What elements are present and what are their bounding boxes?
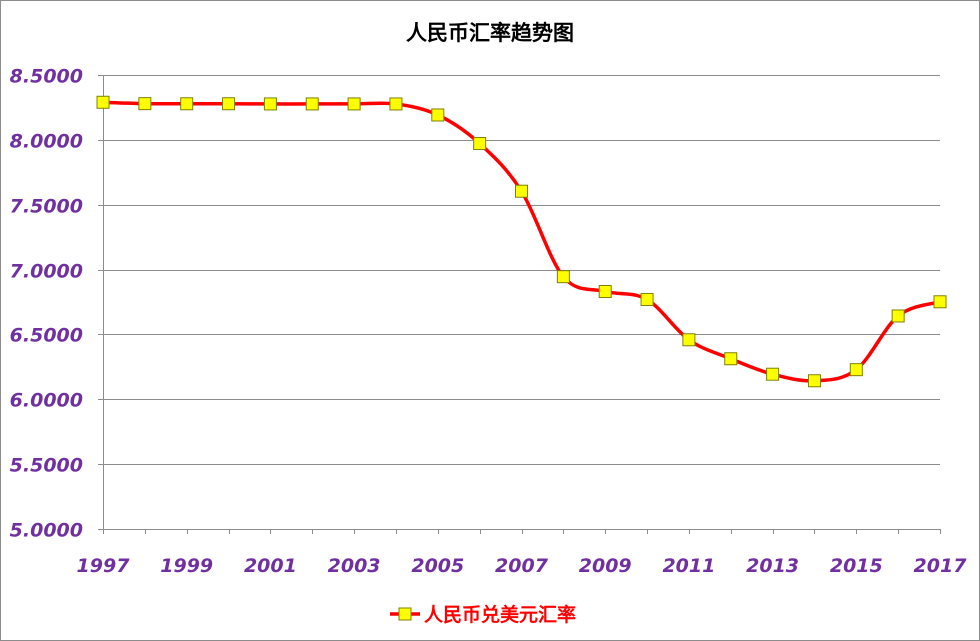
data-point-1998 [138, 97, 152, 111]
data-point-2004 [389, 97, 403, 111]
legend: 人民币兑美元汇率 [390, 603, 576, 626]
data-point-2009 [598, 284, 612, 298]
y-tick-label: 8.0000 [10, 131, 83, 153]
chart-title: 人民币汇率趋势图 [406, 21, 574, 45]
y-tick-label: 6.5000 [10, 325, 83, 347]
y-axis-tick-labels: 8.5000 8.0000 7.5000 7.0000 6.5000 6.0000 5.50… [10, 66, 83, 542]
data-point-2007 [515, 184, 528, 198]
axes [98, 75, 941, 534]
x-tick-label: 2015 [830, 555, 883, 577]
data-point-2001 [263, 97, 277, 111]
data-point-1997 [96, 95, 110, 109]
data-point-2017 [933, 295, 947, 309]
x-tick-label: 2001 [244, 555, 297, 577]
y-tick-label: 8.5000 [10, 66, 83, 88]
x-tick-label: 2017 [914, 555, 968, 577]
data-point-2003 [347, 97, 361, 111]
data-point-2013 [766, 367, 780, 381]
x-tick-label: 2007 [495, 555, 549, 577]
data-point-2000 [222, 97, 236, 111]
x-tick-label: 2011 [662, 555, 715, 577]
series-line [101, 100, 942, 383]
x-tick-label: 1999 [160, 555, 213, 577]
series-line-group [101, 100, 942, 383]
data-point-2015 [849, 363, 863, 377]
data-point-2012 [724, 352, 738, 366]
x-tick-label: 2013 [746, 555, 799, 577]
legend-marker-swatch [398, 607, 412, 621]
x-tick-label: 2003 [328, 555, 381, 577]
data-point-2006 [473, 137, 487, 151]
series-markers [96, 95, 947, 388]
data-point-2010 [640, 292, 654, 306]
x-tick-label: 2005 [411, 555, 464, 577]
y-tick-label: 7.0000 [10, 261, 83, 283]
data-point-2008 [556, 270, 570, 284]
x-tick-label: 1997 [77, 555, 131, 577]
data-point-2011 [682, 333, 696, 347]
data-point-2016 [891, 309, 905, 323]
data-point-2005 [431, 108, 445, 122]
y-tick-label: 7.5000 [10, 196, 83, 218]
gridlines [103, 75, 940, 465]
x-tick-label: 2009 [579, 555, 632, 577]
y-tick-label: 5.0000 [10, 520, 83, 542]
data-point-1999 [180, 97, 194, 111]
data-point-2014 [807, 374, 821, 388]
data-point-2002 [305, 97, 319, 111]
legend-label: 人民币兑美元汇率 [424, 603, 576, 626]
y-tick-label: 5.5000 [10, 455, 83, 477]
x-axis-tick-labels: 1997 1999 2001 2003 2005 2007 2009 2011 2013 2015… [77, 555, 968, 577]
y-tick-label: 6.0000 [10, 390, 83, 412]
